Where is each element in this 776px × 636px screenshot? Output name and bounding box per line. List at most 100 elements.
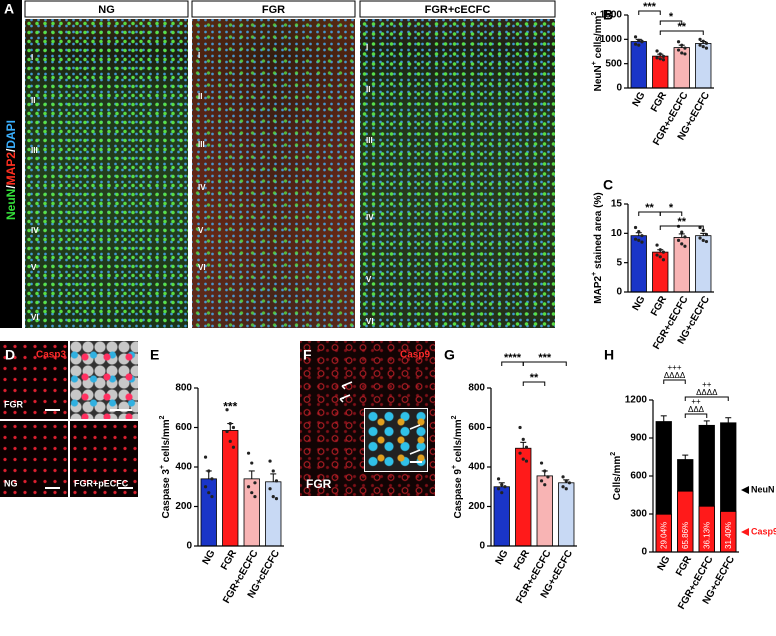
significance-bracket bbox=[659, 20, 683, 25]
x-tick-label: FGR bbox=[649, 294, 669, 318]
significance-label: ** bbox=[677, 216, 686, 228]
data-point bbox=[701, 45, 705, 49]
layer-label: II bbox=[366, 85, 370, 94]
data-point bbox=[500, 491, 504, 495]
x-tick-label: FGR bbox=[219, 548, 239, 572]
y-axis-label-part: NeuN bbox=[593, 65, 604, 91]
x-tick-label: FGR bbox=[674, 554, 694, 578]
column-title: NG bbox=[98, 4, 115, 16]
data-point bbox=[637, 43, 641, 47]
data-point bbox=[561, 485, 565, 489]
bar bbox=[558, 482, 575, 547]
data-point bbox=[701, 228, 705, 232]
x-tick-label: NG bbox=[631, 294, 648, 313]
stain: MAP2 bbox=[4, 152, 18, 186]
y-axis-label-part: Caspase 9 bbox=[453, 469, 464, 519]
x-tick-label: FGR bbox=[649, 90, 669, 114]
data-point bbox=[637, 38, 641, 42]
micrograph bbox=[25, 19, 188, 328]
data-point bbox=[704, 46, 709, 50]
significance-label: * bbox=[669, 11, 674, 23]
data-point bbox=[661, 258, 666, 262]
data-point bbox=[225, 408, 229, 412]
significance-label: ** bbox=[677, 21, 686, 33]
data-point bbox=[203, 485, 208, 489]
percent-label: 36.13% bbox=[702, 522, 711, 549]
data-point bbox=[676, 48, 681, 52]
y-axis-label-part: 2 bbox=[159, 415, 166, 419]
data-point bbox=[698, 225, 702, 230]
data-point bbox=[268, 459, 272, 463]
panel-letter: C bbox=[603, 177, 613, 193]
bar bbox=[265, 481, 282, 547]
significance-label: +++ bbox=[667, 363, 681, 372]
stain-strip bbox=[0, 0, 22, 328]
stain: NeuN bbox=[4, 189, 18, 220]
layer-label: V bbox=[366, 275, 372, 284]
x-tick-label: NG bbox=[631, 90, 648, 109]
legend-label: NeuN bbox=[751, 484, 775, 494]
column-title: FGR bbox=[262, 4, 285, 16]
y-axis-label-part: 2 bbox=[591, 12, 598, 16]
data-point bbox=[518, 425, 522, 430]
data-point bbox=[210, 495, 214, 499]
header-box bbox=[24, 0, 189, 18]
data-point bbox=[698, 37, 702, 41]
data-point bbox=[683, 244, 687, 248]
tile-label: NG bbox=[4, 478, 18, 488]
data-point bbox=[640, 240, 644, 244]
data-point bbox=[683, 46, 687, 50]
y-axis-label-part: 2 bbox=[451, 415, 458, 419]
y-axis-label-part: Cells/mm bbox=[612, 456, 623, 501]
y-tick-label: 800 bbox=[175, 383, 192, 394]
legend-arrow bbox=[741, 486, 749, 494]
data-point bbox=[640, 234, 644, 238]
data-point bbox=[698, 43, 702, 47]
data-point bbox=[250, 491, 254, 495]
data-point bbox=[539, 479, 544, 483]
y-tick-label: 15 bbox=[611, 199, 623, 210]
data-point bbox=[658, 248, 662, 252]
significance-label: ΔΔΔΔ bbox=[696, 388, 718, 397]
micrograph bbox=[0, 421, 68, 497]
layer-label: V bbox=[31, 263, 37, 272]
micrograph bbox=[192, 19, 355, 328]
data-point bbox=[704, 41, 709, 45]
layer-label: II bbox=[198, 92, 202, 101]
tile-label: FGR+pECFC bbox=[74, 478, 129, 488]
y-tick-label: 900 bbox=[630, 433, 647, 444]
y-axis-label-part: Caspase 3 bbox=[161, 469, 172, 519]
layer-label: III bbox=[366, 136, 373, 145]
data-point bbox=[676, 40, 681, 44]
data-point bbox=[539, 461, 544, 465]
data-point bbox=[680, 242, 684, 246]
y-tick-label: 400 bbox=[468, 462, 485, 473]
significance-label: ++ bbox=[691, 397, 701, 406]
panel-letter: B bbox=[603, 7, 613, 23]
significance-bracket bbox=[659, 211, 683, 216]
y-tick-label: 200 bbox=[175, 501, 192, 512]
significance-bracket bbox=[684, 396, 729, 401]
header-box bbox=[359, 0, 556, 18]
data-point bbox=[701, 238, 705, 242]
layer-label: VI bbox=[198, 263, 206, 272]
percent-label: 65.86% bbox=[681, 522, 690, 549]
bar bbox=[493, 486, 510, 547]
data-point bbox=[503, 485, 507, 489]
y-tick-label: 300 bbox=[630, 509, 647, 520]
percent-label: 31.40% bbox=[724, 522, 733, 549]
significance-label: ΔΔΔΔ bbox=[664, 371, 686, 380]
stain: DAPI bbox=[4, 120, 18, 149]
data-point bbox=[567, 481, 572, 485]
legend-label: Casp9 bbox=[751, 526, 776, 536]
layer-label: II bbox=[31, 96, 35, 105]
data-point bbox=[546, 475, 550, 479]
data-point bbox=[231, 445, 236, 449]
y-tick-label: 10 bbox=[611, 228, 623, 239]
panel-letter: D bbox=[5, 347, 15, 363]
y-axis-label-part: cells/mm bbox=[453, 419, 464, 465]
bar bbox=[222, 430, 239, 547]
data-point bbox=[637, 238, 641, 242]
micrograph bbox=[70, 421, 138, 497]
